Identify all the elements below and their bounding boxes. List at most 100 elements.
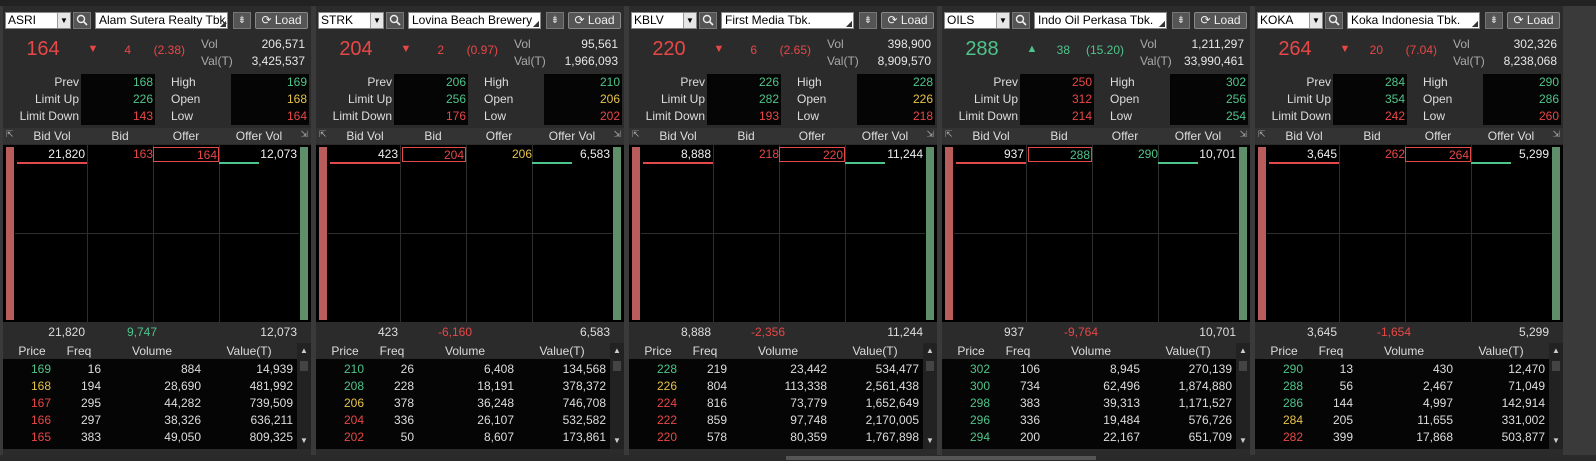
trade-row[interactable]: 222 859 97,748 2,170,005	[629, 412, 921, 429]
trade-row[interactable]: 220 578 80,359 1,767,898	[629, 429, 921, 446]
scroll-thumb[interactable]	[1239, 361, 1247, 371]
scroll-down-icon[interactable]: ▼	[613, 436, 621, 445]
expand-left-icon[interactable]: ⇱	[319, 129, 327, 139]
bid-price-cell[interactable]: 163	[132, 147, 153, 161]
search-button[interactable]	[1325, 12, 1343, 29]
bid-vol-cell[interactable]: 423	[377, 147, 398, 161]
scroll-down-icon[interactable]: ▼	[1552, 436, 1560, 445]
load-button[interactable]: ⟳ Load	[568, 12, 621, 29]
trade-row[interactable]: 168 194 28,690 481,992	[3, 378, 295, 395]
offer-price-cell[interactable]: 220	[779, 147, 845, 162]
expand-left-icon[interactable]: ⇱	[632, 129, 640, 139]
adjust-button[interactable]: ⇟	[546, 12, 564, 29]
expand-right-icon[interactable]: ⇲	[300, 129, 308, 139]
trade-row[interactable]: 165 383 49,050 809,325	[3, 429, 295, 446]
search-button[interactable]	[386, 12, 404, 29]
load-button[interactable]: ⟳ Load	[881, 12, 934, 29]
horizontal-scrollbar[interactable]	[0, 455, 1596, 461]
trade-row[interactable]: 206 378 36,248 746,708	[316, 395, 608, 412]
trade-row[interactable]: 202 50 8,607 173,861	[316, 429, 608, 446]
expand-left-icon[interactable]: ⇱	[6, 129, 14, 139]
trade-row[interactable]: 224 816 73,779 1,652,649	[629, 395, 921, 412]
stock-code-select[interactable]: STRK ▼	[318, 12, 384, 29]
offer-price-cell[interactable]: 164	[153, 147, 219, 162]
company-name-field[interactable]: First Media Tbk. ◢	[721, 12, 854, 29]
company-name-field[interactable]: Koka Indonesia Tbk. ◢	[1347, 12, 1480, 29]
scroll-thumb[interactable]	[926, 361, 934, 371]
scrollbar-thumb[interactable]	[786, 456, 1096, 460]
scroll-up-icon[interactable]: ▲	[300, 346, 308, 355]
bid-vol-cell[interactable]: 8,888	[680, 147, 711, 161]
trade-row[interactable]: 210 26 6,408 134,568	[316, 361, 608, 378]
bid-price-cell[interactable]: 204	[402, 147, 466, 162]
trade-row[interactable]: 296 336 19,484 576,726	[942, 412, 1234, 429]
adjust-button[interactable]: ⇟	[1485, 12, 1503, 29]
trade-scrollbar[interactable]: ▲ ▼	[923, 343, 937, 449]
bid-vol-cell[interactable]: 21,820	[48, 147, 85, 161]
company-name-field[interactable]: Lovina Beach Brewery ◢	[408, 12, 541, 29]
offer-vol-cell[interactable]: 10,701	[1199, 147, 1236, 161]
expand-left-icon[interactable]: ⇱	[945, 129, 953, 139]
trade-row[interactable]: 226 804 113,338 2,561,438	[629, 378, 921, 395]
stock-code-select[interactable]: KOKA ▼	[1257, 12, 1323, 29]
offer-vol-cell[interactable]: 5,299	[1518, 147, 1549, 161]
expand-right-icon[interactable]: ⇲	[1552, 129, 1560, 139]
scroll-down-icon[interactable]: ▼	[300, 436, 308, 445]
trade-row[interactable]: 167 295 44,282 739,509	[3, 395, 295, 412]
trade-row[interactable]: 204 336 26,107 532,582	[316, 412, 608, 429]
scroll-up-icon[interactable]: ▲	[613, 346, 621, 355]
trade-scrollbar[interactable]: ▲ ▼	[1236, 343, 1250, 449]
scroll-down-icon[interactable]: ▼	[1239, 436, 1247, 445]
expand-right-icon[interactable]: ⇲	[613, 129, 621, 139]
trade-row[interactable]: 208 228 18,191 378,372	[316, 378, 608, 395]
trade-row[interactable]: 290 13 430 12,470	[1255, 361, 1547, 378]
bid-vol-cell[interactable]: 3,645	[1306, 147, 1337, 161]
chevron-down-icon[interactable]: ▼	[683, 13, 696, 28]
expand-right-icon[interactable]: ⇲	[926, 129, 934, 139]
trade-row[interactable]: 294 200 22,167 651,709	[942, 429, 1234, 446]
offer-vol-cell[interactable]: 11,244	[887, 147, 923, 161]
stock-code-select[interactable]: OILS ▼	[944, 12, 1010, 29]
load-button[interactable]: ⟳ Load	[1194, 12, 1247, 29]
trade-row[interactable]: 166 297 38,326 636,211	[3, 412, 295, 429]
load-button[interactable]: ⟳ Load	[255, 12, 308, 29]
scroll-up-icon[interactable]: ▲	[926, 346, 934, 355]
chevron-down-icon[interactable]: ▼	[370, 13, 383, 28]
trade-scrollbar[interactable]: ▲ ▼	[1549, 343, 1563, 449]
expand-right-icon[interactable]: ⇲	[1239, 129, 1247, 139]
bid-price-cell[interactable]: 262	[1384, 147, 1405, 161]
scroll-up-icon[interactable]: ▲	[1552, 346, 1560, 355]
trade-row[interactable]: 286 144 4,997 142,914	[1255, 395, 1547, 412]
expand-left-icon[interactable]: ⇱	[1258, 129, 1266, 139]
offer-price-cell[interactable]: 206	[511, 147, 532, 161]
offer-vol-cell[interactable]: 12,073	[260, 147, 297, 161]
trade-row[interactable]: 169 16 884 14,939	[3, 361, 295, 378]
offer-price-cell[interactable]: 290	[1137, 147, 1158, 161]
search-button[interactable]	[1012, 12, 1030, 29]
trade-row[interactable]: 300 734 62,496 1,874,880	[942, 378, 1234, 395]
trade-scrollbar[interactable]: ▲ ▼	[297, 343, 311, 449]
bid-price-cell[interactable]: 288	[1028, 147, 1092, 162]
adjust-button[interactable]: ⇟	[859, 12, 877, 29]
chevron-down-icon[interactable]: ▼	[996, 13, 1009, 28]
scroll-down-icon[interactable]: ▼	[926, 436, 934, 445]
trade-row[interactable]: 288 56 2,467 71,049	[1255, 378, 1547, 395]
trade-row[interactable]: 298 383 39,313 1,171,527	[942, 395, 1234, 412]
search-button[interactable]	[699, 12, 717, 29]
trade-row[interactable]: 228 219 23,442 534,477	[629, 361, 921, 378]
scroll-thumb[interactable]	[613, 361, 621, 371]
bid-vol-cell[interactable]: 937	[1003, 147, 1024, 161]
company-name-field[interactable]: Alam Sutera Realty Tbk. ◢	[95, 12, 228, 29]
scroll-up-icon[interactable]: ▲	[1239, 346, 1247, 355]
company-name-field[interactable]: Indo Oil Perkasa Tbk. ◢	[1034, 12, 1167, 29]
chevron-down-icon[interactable]: ▼	[57, 13, 70, 28]
search-button[interactable]	[73, 12, 91, 29]
trade-row[interactable]: 284 205 11,655 331,002	[1255, 412, 1547, 429]
bid-price-cell[interactable]: 218	[758, 147, 779, 161]
load-button[interactable]: ⟳ Load	[1507, 12, 1560, 29]
adjust-button[interactable]: ⇟	[1172, 12, 1190, 29]
trade-row[interactable]: 282 399 17,868 503,877	[1255, 429, 1547, 446]
offer-price-cell[interactable]: 264	[1405, 147, 1471, 162]
scroll-thumb[interactable]	[300, 361, 308, 371]
scroll-thumb[interactable]	[1552, 361, 1560, 371]
